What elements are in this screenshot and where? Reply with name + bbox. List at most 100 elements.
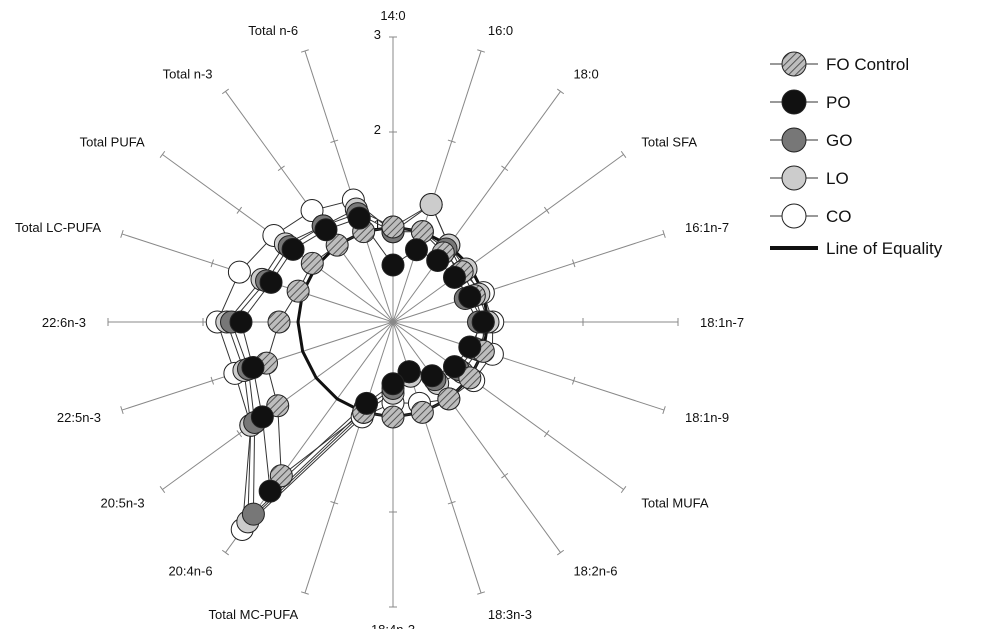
data-point (437, 387, 461, 411)
data-point (267, 310, 291, 334)
data-point (426, 249, 450, 273)
axis-tick (210, 259, 215, 268)
category-label: Total LC-PUFA (15, 220, 101, 235)
series-markers-layer (205, 188, 505, 542)
data-point (442, 355, 466, 379)
legend: FO Control PO GO LO CO Line of Equality (770, 51, 943, 258)
data-point (250, 405, 274, 429)
axis-spoke (304, 321, 394, 594)
axis-spoke (392, 321, 561, 553)
data-point (381, 405, 405, 429)
axis-tick (477, 591, 486, 595)
category-label: 16:0 (488, 23, 513, 38)
category-label: 18:1n-7 (700, 315, 744, 330)
axis-tick (662, 229, 666, 238)
axis-spoke (392, 154, 624, 323)
category-label: 22:5n-3 (57, 410, 101, 425)
data-point (241, 502, 265, 526)
category-label: Total MUFA (641, 495, 709, 510)
data-point (300, 251, 324, 275)
scale-labels-layer: 1 2 3 (374, 27, 381, 232)
axis-spoke (392, 91, 561, 323)
axis-tick (556, 549, 565, 556)
legend-marker (781, 165, 807, 191)
legend-label: PO (826, 93, 851, 112)
scale-label: 3 (374, 27, 381, 42)
legend-marker (781, 127, 807, 153)
data-point (229, 310, 253, 334)
category-label: 18:1n-9 (685, 410, 729, 425)
axis-tick (543, 206, 550, 214)
axis-spoke (304, 50, 394, 323)
axis-tick (221, 549, 230, 556)
category-label: 16:1n-7 (685, 220, 729, 235)
category-labels-layer: 14:0 16:0 18:0 Total SFA 16:1n-7 18:1n-7 18:1n… (15, 8, 744, 629)
data-point (259, 270, 283, 294)
category-label: Total n-6 (248, 23, 298, 38)
category-label: Total n-3 (163, 67, 213, 82)
legend-label: LO (826, 169, 849, 188)
axis-tick (330, 500, 339, 505)
data-point (241, 356, 265, 380)
axis-tick (120, 406, 124, 415)
axis-tick (477, 49, 486, 53)
data-point (381, 372, 405, 396)
data-point (381, 253, 405, 277)
category-label: 14:0 (380, 8, 405, 23)
data-point (419, 193, 443, 217)
axis-tick (210, 376, 215, 385)
axis-tick (221, 88, 230, 95)
axis-tick (447, 500, 456, 505)
axis-tick (277, 165, 285, 172)
axis-tick (556, 88, 565, 95)
axis-tick (447, 139, 456, 144)
data-point (227, 260, 251, 284)
axis-spoke (392, 321, 624, 490)
data-point (410, 400, 434, 424)
legend-label: CO (826, 207, 852, 226)
axis-spoke (392, 321, 665, 411)
axis-tick (159, 150, 166, 159)
data-point (314, 218, 338, 242)
data-point (404, 238, 428, 262)
scale-label: 1 (374, 217, 381, 232)
axis-tick (120, 229, 124, 238)
axis-tick (620, 150, 627, 159)
spokes-layer (107, 36, 679, 608)
data-point (381, 215, 405, 239)
data-point (458, 335, 482, 359)
category-label: 20:4n-6 (168, 563, 212, 578)
scale-label: 2 (374, 122, 381, 137)
axis-tick (236, 206, 243, 214)
axis-tick (300, 49, 309, 53)
data-point (286, 279, 310, 303)
axis-spoke (392, 50, 482, 323)
category-label: 18:2n-6 (573, 563, 617, 578)
legend-label: FO Control (826, 55, 909, 74)
category-label: 22:6n-3 (42, 315, 86, 330)
series-line (265, 226, 484, 477)
category-label: 18:4n-3 (371, 622, 415, 629)
axis-tick (330, 139, 339, 144)
axis-tick (236, 430, 243, 438)
legend-marker (781, 89, 807, 115)
axis-tick (501, 472, 509, 479)
axis-tick (571, 376, 576, 385)
axis-tick (159, 485, 166, 494)
data-point (258, 479, 282, 503)
data-point (442, 265, 466, 289)
legend-label: Line of Equality (826, 239, 943, 258)
category-label: Total SFA (641, 135, 697, 150)
legend-label: GO (826, 131, 852, 150)
data-point (397, 360, 421, 384)
data-point (355, 391, 379, 415)
axis-tick (571, 259, 576, 268)
category-label: 20:5n-3 (101, 495, 145, 510)
data-point (471, 310, 495, 334)
category-label: Total PUFA (80, 135, 145, 150)
axis-tick (501, 165, 509, 172)
axis-tick (620, 485, 627, 494)
axis-tick (300, 591, 309, 595)
data-point (281, 237, 305, 261)
